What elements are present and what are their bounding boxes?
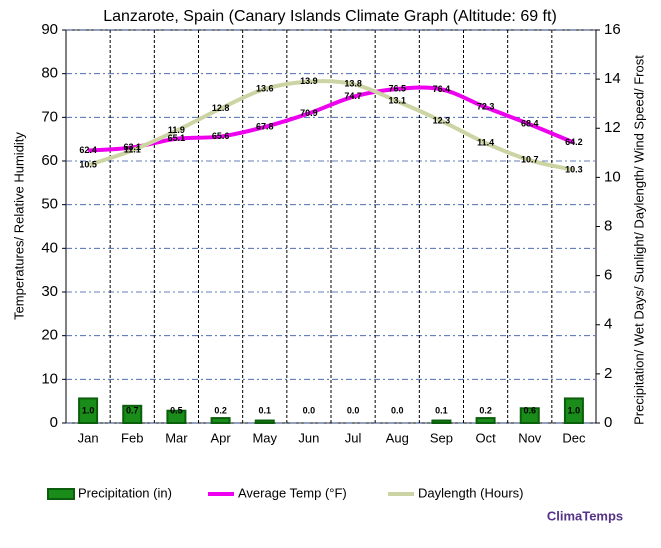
- value-label: 65.6: [212, 131, 230, 141]
- value-label: 76.4: [433, 84, 451, 94]
- y-tick-label: 90: [41, 21, 58, 38]
- y-tick-label: 10: [41, 370, 58, 387]
- value-label: 74.7: [344, 91, 362, 101]
- bar: [122, 404, 143, 424]
- bar: [254, 419, 275, 425]
- value-label: 1.0: [568, 405, 581, 415]
- value-label: 0.2: [214, 405, 227, 415]
- x-tick-label: Dec: [562, 430, 586, 445]
- value-label: 0.7: [126, 405, 139, 415]
- bar: [78, 397, 99, 424]
- x-tick-label: May: [252, 430, 277, 445]
- value-label: 72.3: [477, 102, 495, 112]
- y-tick-label: 80: [41, 65, 58, 82]
- y2-tick-label: 2: [604, 365, 612, 382]
- value-label: 76.5: [388, 83, 406, 93]
- y2-axis-title: Precipitation/ Wet Days/ Sunlight/ Dayle…: [631, 55, 646, 425]
- value-label: 10.5: [79, 159, 97, 169]
- x-tick-label: Aug: [386, 430, 409, 445]
- y-tick-label: 50: [41, 196, 58, 213]
- y-tick-label: 60: [41, 152, 58, 169]
- value-label: 0.0: [303, 405, 316, 415]
- value-label: 13.8: [344, 78, 362, 88]
- value-label: 12.3: [433, 115, 451, 125]
- y2-tick-label: 14: [604, 70, 621, 87]
- y2-tick-label: 4: [604, 316, 612, 333]
- value-label: 0.6: [523, 405, 536, 415]
- value-label: 13.9: [300, 76, 318, 86]
- legend-label: Average Temp (°F): [238, 485, 347, 500]
- value-label: 0.1: [258, 405, 271, 415]
- legend-label: Precipitation (in): [78, 485, 172, 500]
- y-tick-label: 40: [41, 239, 58, 256]
- chart-title: Lanzarote, Spain (Canary Islands Climate…: [103, 8, 557, 25]
- source-label: ClimaTemps: [547, 508, 623, 523]
- bar: [475, 417, 496, 424]
- value-label: 68.4: [521, 119, 539, 129]
- value-label: 13.6: [256, 83, 274, 93]
- value-label: 11.4: [477, 137, 494, 147]
- value-label: 67.8: [256, 121, 274, 131]
- y2-tick-label: 10: [604, 168, 621, 185]
- x-tick-label: Sep: [430, 430, 453, 445]
- y2-tick-label: 12: [604, 119, 621, 136]
- value-label: 0.0: [347, 405, 360, 415]
- value-label: 64.2: [565, 137, 583, 147]
- x-tick-label: Jul: [345, 430, 362, 445]
- x-tick-label: Feb: [121, 430, 143, 445]
- y2-tick-label: 0: [604, 414, 612, 431]
- value-label: 1.0: [82, 405, 95, 415]
- legend-swatch: [47, 488, 75, 500]
- value-label: 0.2: [479, 405, 492, 415]
- value-label: 10.7: [521, 155, 539, 165]
- bar: [431, 419, 452, 425]
- value-label: 70.9: [300, 108, 318, 118]
- bar: [210, 417, 231, 424]
- bar: [563, 397, 584, 424]
- x-tick-label: Apr: [210, 430, 231, 445]
- value-label: 0.0: [391, 405, 404, 415]
- x-tick-label: Jun: [298, 430, 319, 445]
- y-tick-label: 20: [41, 327, 58, 344]
- bar: [519, 407, 540, 425]
- value-label: 10.3: [565, 164, 583, 174]
- value-label: 12.8: [212, 103, 230, 113]
- value-label: 13.1: [388, 96, 406, 106]
- y2-tick-label: 6: [604, 267, 612, 284]
- bar: [166, 409, 187, 424]
- value-label: 63.1: [123, 142, 141, 152]
- y-tick-label: 0: [50, 414, 58, 431]
- value-label: 65.1: [168, 133, 186, 143]
- x-tick-label: Jan: [78, 430, 99, 445]
- line: [87, 85, 575, 153]
- value-label: 11.9: [168, 125, 185, 135]
- value-label: 62.4: [79, 145, 97, 155]
- y2-tick-label: 8: [604, 217, 612, 234]
- x-tick-label: Mar: [165, 430, 188, 445]
- y-axis-title: Temperatures/ Relative Humidity: [11, 132, 26, 320]
- x-tick-label: Nov: [518, 430, 542, 445]
- legend-label: Daylength (Hours): [418, 485, 524, 500]
- y-tick-label: 70: [41, 108, 58, 125]
- x-tick-label: Oct: [475, 430, 496, 445]
- line: [87, 79, 575, 172]
- value-label: 11.1: [124, 145, 141, 155]
- value-label: 0.5: [170, 405, 183, 415]
- value-label: 0.1: [435, 405, 448, 415]
- y-tick-label: 30: [41, 283, 58, 300]
- y2-tick-label: 16: [604, 21, 621, 38]
